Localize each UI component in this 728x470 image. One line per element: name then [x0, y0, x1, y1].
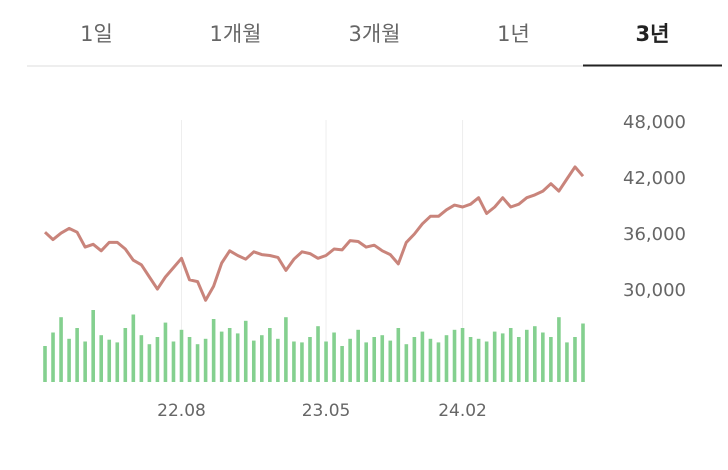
volume-bar — [500, 333, 505, 382]
x-tick-label: 24.02 — [438, 401, 487, 421]
tab[interactable]: 1일 — [80, 22, 113, 46]
volume-bar — [557, 317, 561, 382]
volume-bar — [107, 339, 112, 382]
volume-bar — [171, 341, 176, 382]
y-tick-label: 48,000 — [623, 112, 686, 133]
volume-bar — [364, 342, 368, 382]
volume-bar — [115, 342, 120, 382]
tab[interactable]: 1년 — [497, 22, 530, 46]
tab[interactable]: 1개월 — [209, 22, 261, 46]
volume-bar — [372, 337, 377, 382]
volume-bar — [203, 338, 208, 382]
volume-bar — [211, 319, 216, 382]
volume-bar — [163, 322, 168, 382]
volume-bar — [187, 337, 192, 382]
volume-bar — [581, 323, 585, 382]
volume-bar — [308, 337, 312, 382]
volume-bar — [420, 331, 425, 382]
volume-bar — [235, 333, 240, 382]
volume-bar — [412, 337, 417, 382]
volume-bar — [388, 340, 393, 382]
volume-bar — [195, 344, 200, 382]
volume-bar — [324, 341, 328, 382]
volume-bar — [484, 341, 489, 382]
volume-bar — [460, 328, 465, 382]
volume-bar — [380, 335, 385, 382]
volume-bar — [524, 329, 529, 382]
volume-bar — [51, 332, 55, 382]
volume-bar — [396, 328, 401, 382]
volume-bar — [292, 341, 296, 382]
volume-bar — [452, 329, 457, 382]
x-tick-label: 23.05 — [302, 401, 351, 421]
volume-bar — [251, 340, 256, 382]
volume-bar — [316, 326, 320, 382]
volume-bar — [131, 314, 136, 382]
volume-bar — [444, 335, 449, 382]
volume-bar — [436, 342, 441, 382]
volume-bar — [300, 342, 304, 382]
volume-bar — [123, 328, 128, 382]
y-tick-label: 30,000 — [623, 280, 686, 301]
volume-bar — [468, 337, 473, 382]
volume-bar — [75, 328, 79, 382]
price-line — [43, 165, 585, 302]
volume-bar — [476, 338, 481, 382]
volume-bar — [83, 341, 87, 382]
volume-bar — [356, 329, 360, 382]
volume-bar — [139, 335, 144, 382]
volume-bar — [404, 344, 409, 382]
volume-bar — [492, 331, 497, 382]
volume-bar — [549, 337, 553, 382]
volume-bar — [533, 326, 537, 382]
volume-bar — [155, 337, 160, 382]
tab[interactable]: 3개월 — [348, 22, 400, 46]
volume-bar — [59, 317, 63, 382]
volume-bar — [227, 328, 232, 382]
volume-bar — [268, 328, 272, 382]
volume-bar — [260, 335, 264, 382]
volume-bar — [340, 346, 344, 382]
volume-bar — [219, 331, 224, 382]
volume-bar — [243, 320, 248, 382]
y-tick-label: 42,000 — [623, 168, 686, 189]
volume-bar — [276, 338, 280, 382]
volume-bar — [67, 338, 71, 382]
tab[interactable]: 3년 — [636, 22, 670, 46]
volume-bar — [565, 342, 569, 382]
volume-bar — [541, 332, 545, 382]
volume-bar — [332, 332, 336, 382]
volume-bar — [43, 346, 47, 382]
y-tick-label: 36,000 — [623, 224, 686, 245]
volume-bar — [99, 335, 104, 382]
volume-bar — [516, 337, 521, 382]
volume-bar — [348, 338, 352, 382]
volume-bar — [91, 310, 95, 382]
volume-bar — [573, 337, 577, 382]
volume-bar — [428, 338, 433, 382]
volume-bar — [179, 329, 184, 382]
volume-bar — [508, 328, 513, 382]
volume-bar — [147, 344, 152, 382]
x-tick-label: 22.08 — [157, 401, 206, 421]
volume-bar — [284, 317, 288, 382]
